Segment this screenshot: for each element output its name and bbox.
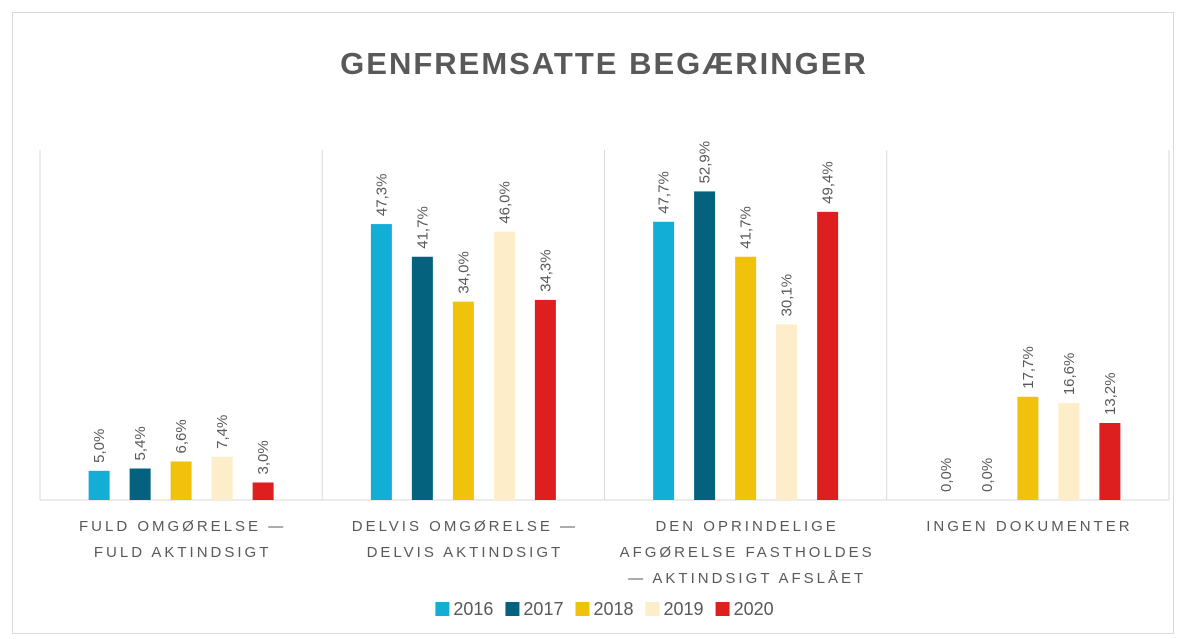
bar [694, 191, 716, 500]
data-label: 13,2% [1102, 372, 1119, 415]
bar [534, 299, 556, 500]
data-label: 34,3% [537, 249, 554, 292]
legend-swatch [575, 602, 590, 616]
data-label: 5,0% [91, 429, 108, 463]
data-label: 3,0% [255, 440, 272, 474]
data-label: 41,7% [414, 206, 431, 249]
bar [411, 256, 433, 500]
bar [252, 482, 274, 500]
data-label: 34,0% [455, 251, 472, 294]
legend-swatch [715, 602, 730, 616]
x-tick-label: DELVIS OMGØRELSE — DELVIS AKTINDSIGT [352, 518, 578, 561]
data-label: 30,1% [779, 274, 796, 317]
data-label: 41,7% [738, 206, 755, 249]
bar [776, 324, 798, 500]
chart-border [12, 12, 1174, 634]
data-label: 16,6% [1061, 353, 1078, 396]
x-tick-label: FULD OMGØRELSE — FULD AKTINDSIGT [79, 518, 286, 561]
x-tick-label: DEN OPRINDELIGE AFGØRELSE FASTHOLDES — AKT… [620, 518, 875, 587]
data-label: 7,4% [214, 415, 231, 449]
data-label: 6,6% [173, 419, 190, 453]
bar [211, 456, 233, 500]
bar [370, 224, 392, 501]
data-label: 47,7% [656, 171, 673, 214]
legend-label: 2018 [593, 599, 633, 619]
data-label: 47,3% [373, 174, 390, 217]
bar [452, 301, 474, 500]
bar [170, 461, 192, 500]
data-label: 0,0% [979, 458, 996, 492]
data-label: 46,0% [496, 181, 513, 224]
x-tick-label: INGEN DOKUMENTER [926, 518, 1132, 535]
bar [817, 211, 839, 501]
bar [653, 221, 675, 500]
chart-title: GENFREMSATTE BEGÆRINGER [340, 46, 868, 81]
legend-swatch [435, 602, 450, 616]
legend-swatch [505, 602, 520, 616]
bar [1099, 423, 1121, 500]
legend-swatch [645, 602, 660, 616]
data-label: 49,4% [820, 161, 837, 204]
data-label: 17,7% [1020, 346, 1037, 389]
data-label: 5,4% [132, 426, 149, 460]
legend-label: 2019 [664, 599, 704, 619]
legend-label: 2020 [734, 599, 774, 619]
legend-label: 2016 [453, 599, 493, 619]
bar [493, 231, 515, 500]
bar [735, 256, 757, 500]
data-label: 52,9% [697, 141, 714, 184]
bar [88, 470, 110, 500]
bar [1017, 396, 1039, 500]
legend-label: 2017 [523, 599, 563, 619]
bar [129, 468, 151, 500]
bar [1058, 403, 1080, 500]
data-label: 0,0% [938, 458, 955, 492]
